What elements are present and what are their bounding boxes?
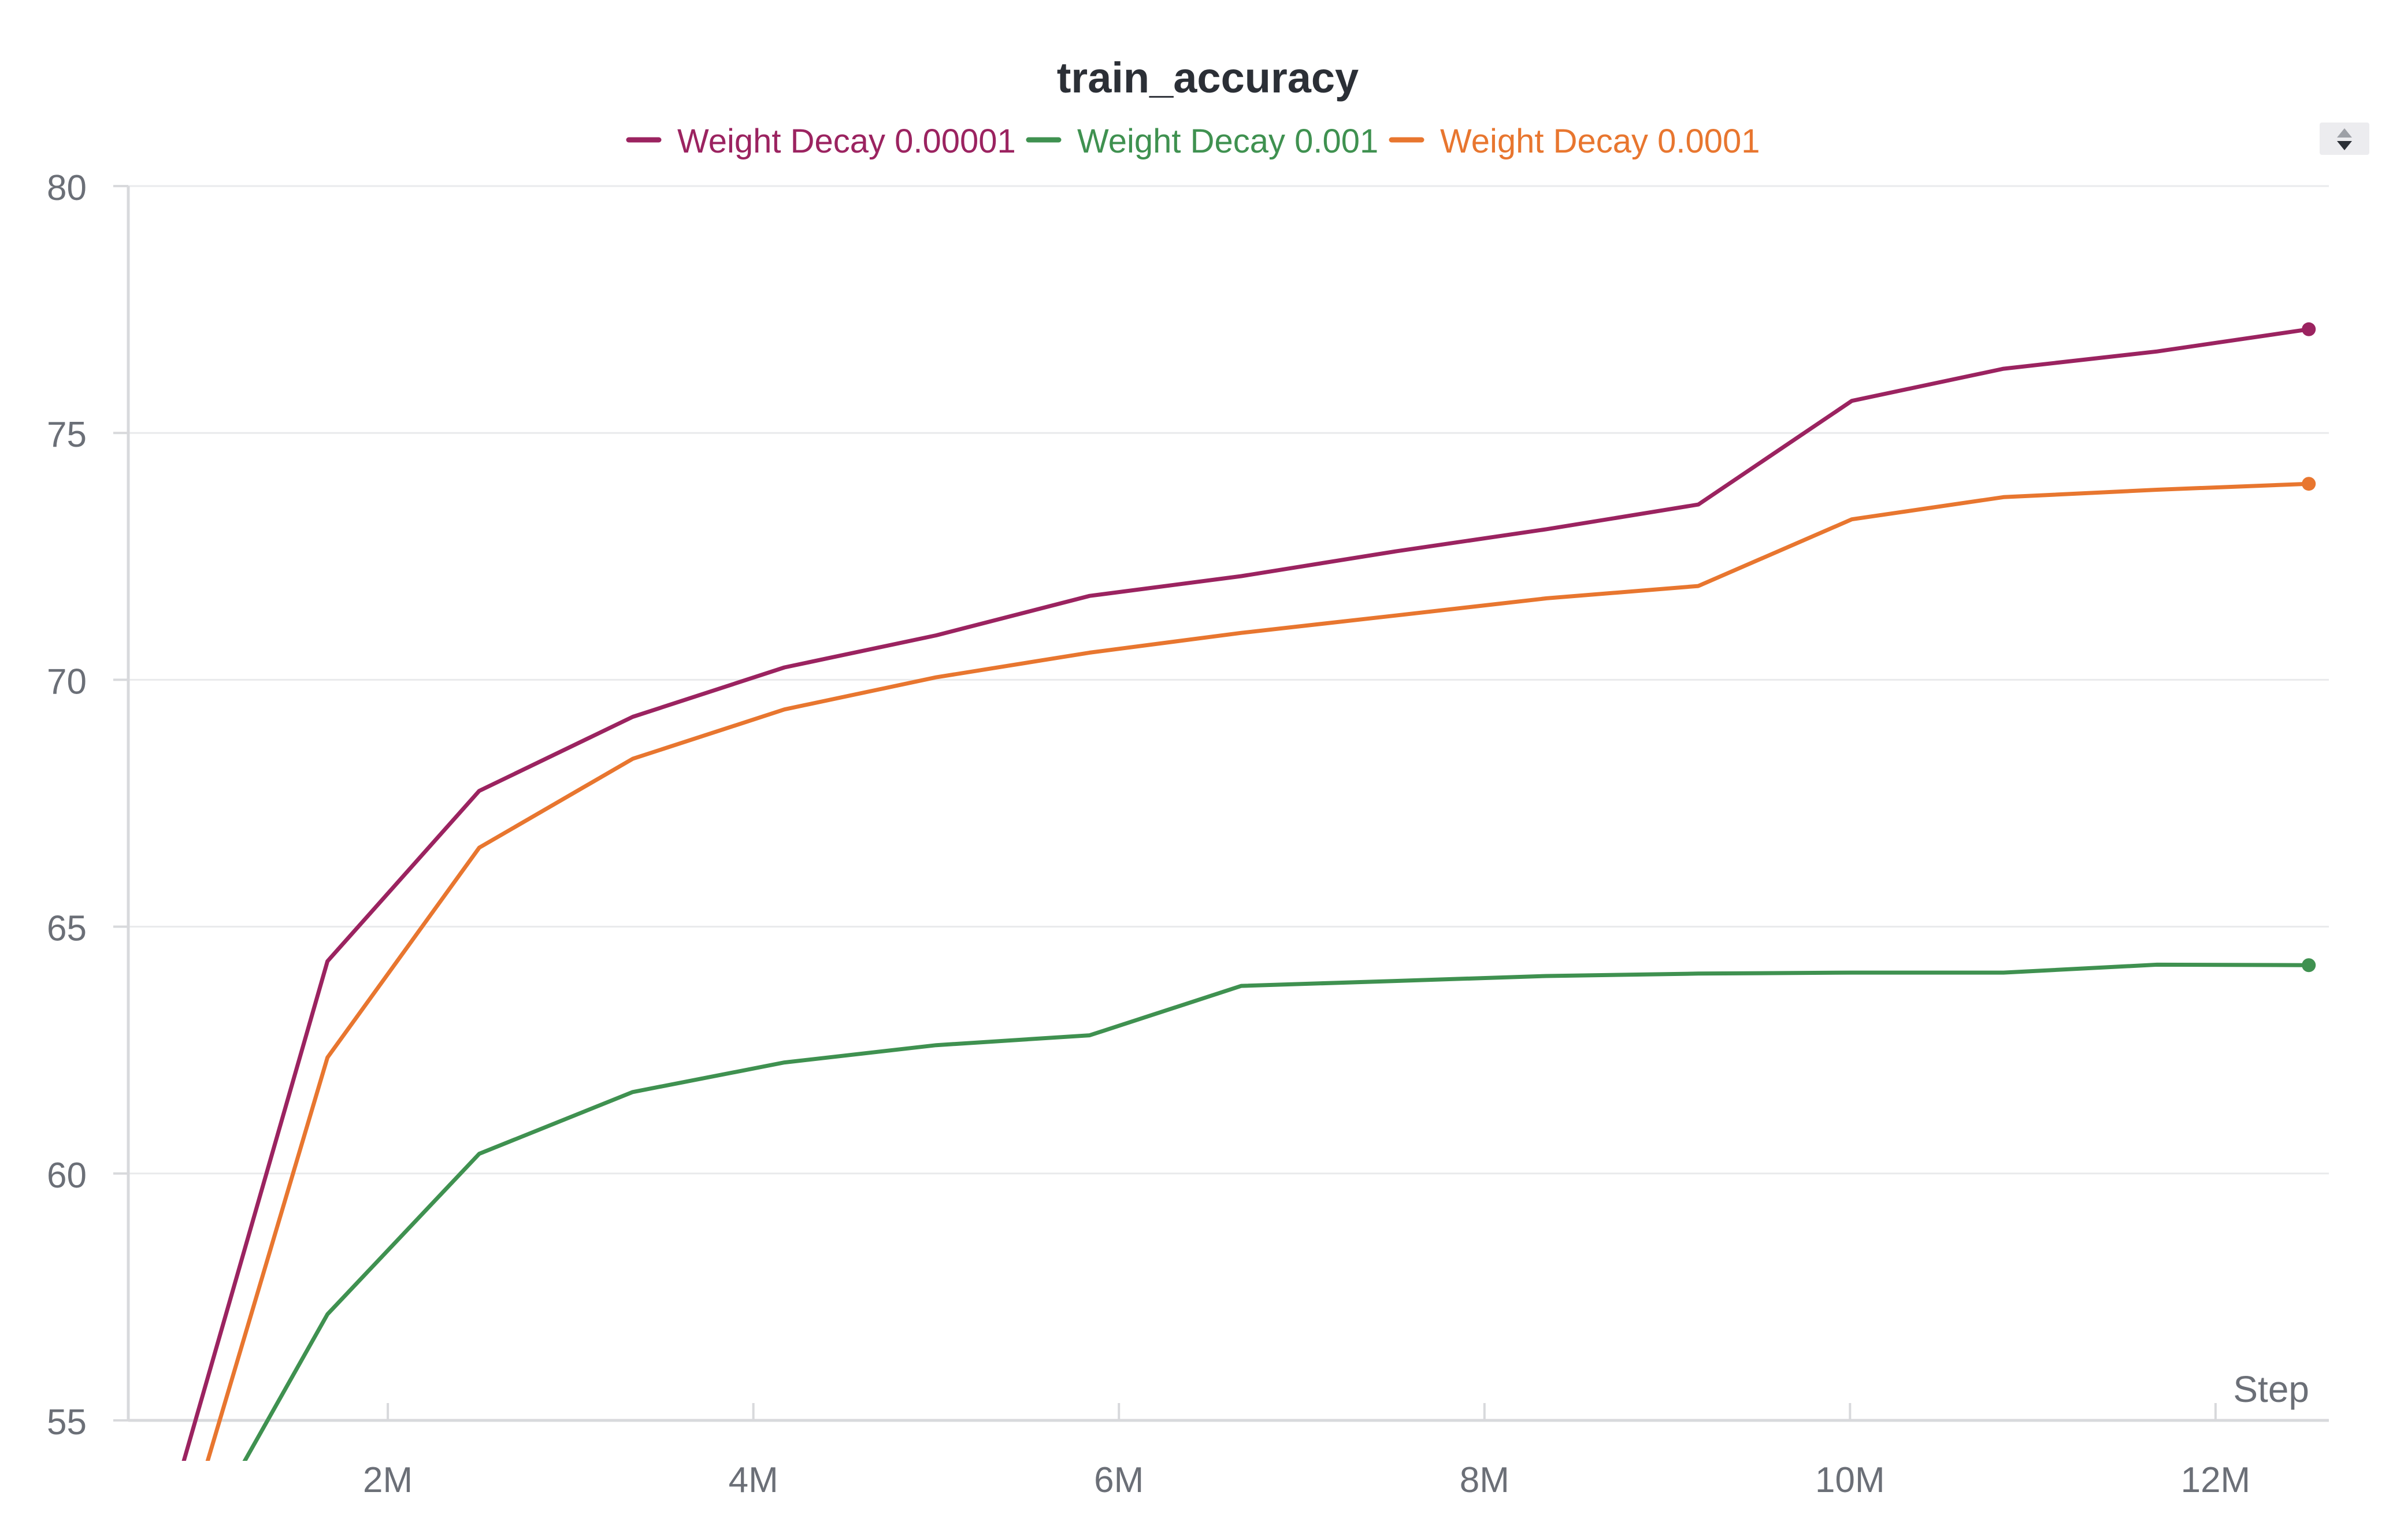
series-line	[181, 327, 2311, 1461]
series-line	[205, 481, 2311, 1461]
y-tick-label: 65	[47, 909, 87, 949]
series-lines	[181, 322, 2316, 1461]
x-axis-label: Step	[2233, 1368, 2309, 1410]
y-tick-label: 75	[47, 415, 87, 455]
legend-label[interactable]: Weight Decay 0.001	[1077, 123, 1378, 160]
series-end-point	[2302, 322, 2316, 336]
series-end-point	[2302, 477, 2316, 491]
y-tick-label: 60	[47, 1156, 87, 1196]
series-group	[181, 322, 2316, 1461]
y-tick-label: 55	[47, 1402, 87, 1442]
series-end-point	[2302, 958, 2316, 973]
axes: 55 60 65 70 75 80 2M 4M 6M 8M 10M 12M Step	[47, 168, 2329, 1500]
chevron-down-icon[interactable]	[2337, 141, 2352, 150]
x-tick-label: 8M	[1460, 1460, 1509, 1500]
legend-item[interactable]: Weight Decay 0.001	[1026, 123, 1378, 160]
legend-label[interactable]: Weight Decay 0.00001	[677, 123, 1016, 160]
x-tick-label: 6M	[1094, 1460, 1144, 1500]
series-group	[205, 477, 2316, 1461]
legend: Weight Decay 0.00001 Weight Decay 0.001 We…	[626, 123, 1760, 160]
grid-lines	[128, 185, 2329, 1175]
y-tick-label: 70	[47, 662, 87, 702]
legend-scroll-button[interactable]	[2320, 123, 2369, 155]
series-line	[242, 962, 2311, 1461]
legend-item[interactable]: Weight Decay 0.00001	[626, 123, 1016, 160]
title-area: train_accuracy	[1057, 54, 1359, 102]
x-tick-label: 10M	[1815, 1460, 1885, 1500]
legend-scroll-button-bg[interactable]	[2320, 123, 2369, 155]
x-tick-label: 4M	[729, 1460, 778, 1500]
series-group	[242, 958, 2316, 1461]
y-tick-label: 80	[47, 168, 87, 208]
legend-item[interactable]: Weight Decay 0.0001	[1389, 123, 1760, 160]
chevron-up-icon[interactable]	[2337, 128, 2352, 138]
chart-title: train_accuracy	[1057, 54, 1359, 102]
legend-label[interactable]: Weight Decay 0.0001	[1440, 123, 1760, 160]
x-tick-label: 12M	[2181, 1460, 2251, 1500]
x-tick-label: 2M	[363, 1460, 413, 1500]
